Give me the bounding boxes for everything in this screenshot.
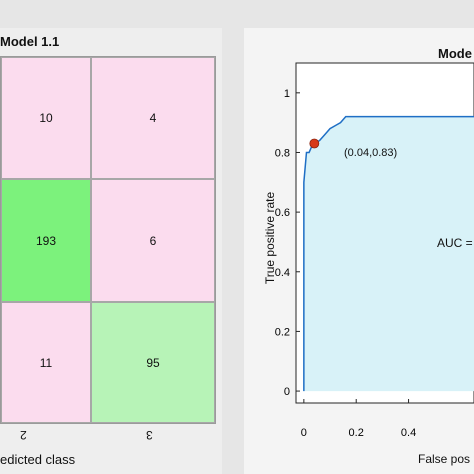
roc-line (303, 115, 474, 392)
y-axis-label: True positive rate (263, 191, 277, 285)
operating-point-marker (309, 138, 320, 149)
roc-chart: 0 0.2 0.4 0.6 0.8 1 0 0.2 0.4 (275, 62, 474, 439)
confusion-matrix-title: Model 1.1 (0, 34, 60, 49)
matrix-cell: 193 (1, 179, 91, 302)
x-tick-label: 0.4 (401, 427, 416, 439)
matrix-cell: 4 (91, 57, 215, 179)
x-tick-label: 3 (146, 428, 153, 442)
x-tick-label: 2 (20, 428, 27, 442)
matrix-cell: 11 (1, 302, 91, 423)
chart-layer: 0 0.2 0.4 0.6 0.8 1 0 0.2 0.4 (275, 88, 474, 439)
x-axis-label: False pos (418, 452, 471, 466)
y-tick-label: 0 (284, 386, 290, 398)
auc-label: AUC = (437, 236, 473, 250)
x-tick-label: 0 (301, 427, 307, 439)
point-label: (0.04,0.83) (344, 147, 398, 159)
y-tick-label: 0.2 (275, 326, 290, 338)
x-axis-label: edicted class (0, 452, 76, 467)
y-tick-label: 0.6 (275, 207, 290, 219)
confusion-matrix-grid: 10 4 193 6 11 95 (0, 56, 216, 424)
y-tick-label: 0.8 (275, 147, 290, 159)
matrix-cell: 10 (1, 57, 91, 179)
x-tick-label: 0.2 (349, 427, 364, 439)
roc-title: Mode (438, 46, 472, 61)
y-tick-label: 1 (284, 88, 290, 100)
matrix-cell: 6 (91, 179, 215, 302)
roc-area (303, 116, 474, 392)
matrix-cell: 95 (91, 302, 215, 423)
y-tick-label: 0.4 (275, 267, 290, 279)
